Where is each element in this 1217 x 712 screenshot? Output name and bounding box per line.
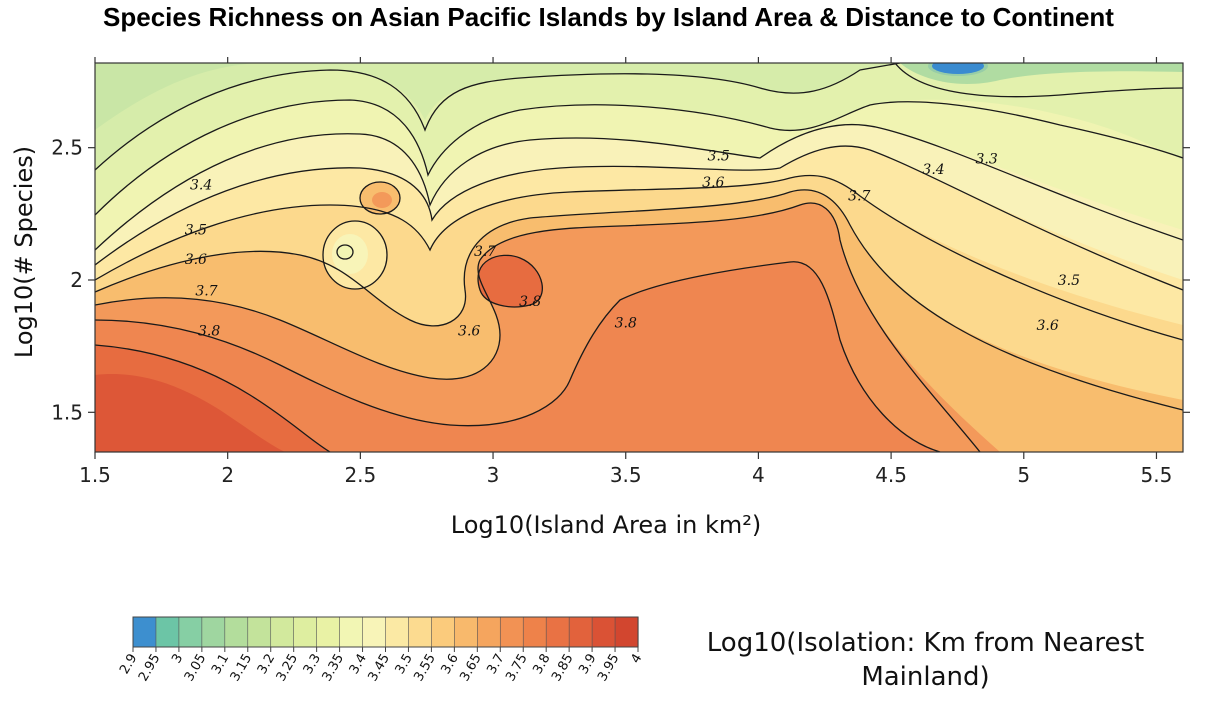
contour-label: 3.4 [922,162,944,178]
x-tick-label: 2.5 [344,463,376,487]
contour-label: 3.6 [702,175,724,191]
y-tick-label: 2.5 [51,136,83,160]
x-tick-label: 2 [221,463,234,487]
contour-label: 3.8 [519,294,541,310]
x-axis-ticks: 1.5 2 2.5 3 3.5 4 4.5 5 5.5 [79,57,1172,487]
plot-frame [94,62,1184,453]
contour-label: 3.4 [190,178,212,194]
y-tick-label: 1.5 [51,400,83,424]
contour-labels: 3.4 3.5 3.6 3.7 3.8 3.7 3.8 3.6 3.8 3.5 3.6 3.7 3.4 3… [185,149,1080,340]
contour-label: 3.5 [185,223,207,239]
contour-label: 3.8 [198,323,220,339]
x-tick-label: 4.5 [875,463,907,487]
contour-label: 3.7 [848,188,870,204]
x-tick-label: 3 [487,463,500,487]
contour-label: 3.7 [474,244,496,260]
y-tick-label: 2 [70,268,83,292]
x-tick-label: 3.5 [610,463,642,487]
colorbar-label: Log10(Isolation: Km from Nearest Mainlan… [706,628,1145,692]
contour-label: 3.5 [707,149,729,165]
y-axis-title: Log10(# Species) [10,146,38,358]
y-axis-ticks: 1.5 2 2.5 [51,136,1190,424]
contour-label: 3.8 [615,315,637,331]
contour-fill [95,63,1183,452]
contour-label: 3.6 [185,252,207,268]
chart-title: Species Richness on Asian Pacific Island… [103,2,1114,32]
x-tick-label: 5 [1017,463,1030,487]
x-tick-label: 5.5 [1141,463,1173,487]
contour-label: 3.3 [975,151,997,167]
x-axis-title: Log10(Island Area in km²) [451,511,761,539]
contour-label: 3.5 [1058,273,1080,289]
x-tick-label: 1.5 [79,463,111,487]
contour-label: 3.6 [1037,318,1059,334]
contour-label: 3.7 [195,284,217,300]
contour-label: 3.6 [458,323,480,339]
contour-lines [95,63,1183,452]
x-tick-label: 4 [752,463,765,487]
